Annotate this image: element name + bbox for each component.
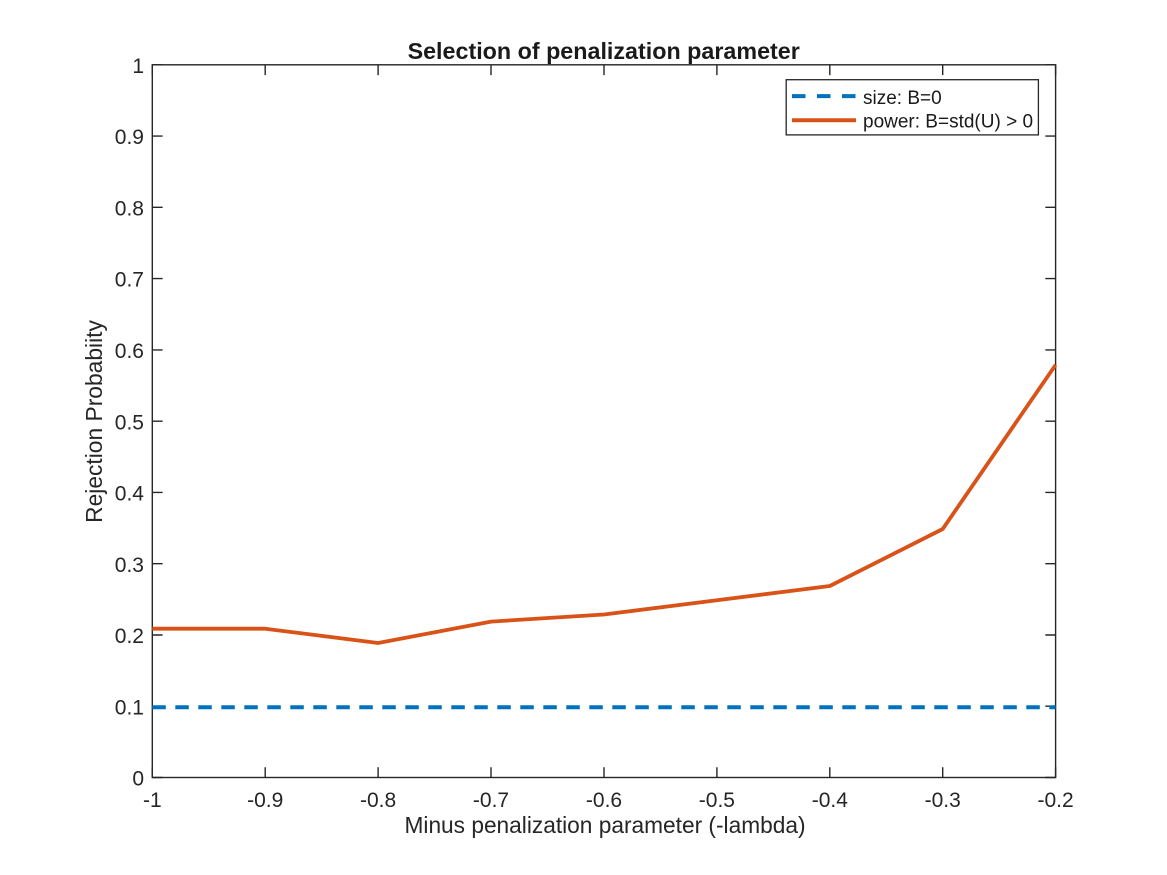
svg-text:1: 1 xyxy=(132,55,144,78)
svg-text:-0.8: -0.8 xyxy=(360,789,396,812)
svg-text:0.3: 0.3 xyxy=(115,554,144,577)
svg-text:-0.9: -0.9 xyxy=(247,789,283,812)
svg-text:Selection of penalization para: Selection of penalization parameter xyxy=(408,38,800,64)
svg-text:0.7: 0.7 xyxy=(115,269,144,292)
svg-text:power: B=std(U) > 0: power: B=std(U) > 0 xyxy=(863,112,1033,133)
svg-text:Rejection Probabiity: Rejection Probabiity xyxy=(81,320,107,523)
svg-text:-0.2: -0.2 xyxy=(1038,789,1074,812)
svg-text:0.9: 0.9 xyxy=(115,126,144,149)
svg-text:-1: -1 xyxy=(143,789,162,812)
svg-text:-0.7: -0.7 xyxy=(473,789,509,812)
svg-text:0.2: 0.2 xyxy=(115,625,144,648)
svg-text:0.4: 0.4 xyxy=(115,483,145,506)
svg-text:0.5: 0.5 xyxy=(115,411,144,434)
svg-text:Minus penalization parameter (: Minus penalization parameter (-lambda) xyxy=(405,812,806,838)
svg-text:0: 0 xyxy=(132,768,144,791)
svg-text:0.6: 0.6 xyxy=(115,340,144,363)
svg-text:-0.5: -0.5 xyxy=(699,789,735,812)
svg-text:-0.6: -0.6 xyxy=(586,789,622,812)
svg-text:0.1: 0.1 xyxy=(115,696,144,719)
svg-text:0.8: 0.8 xyxy=(115,197,144,220)
svg-text:-0.3: -0.3 xyxy=(925,789,961,812)
svg-text:-0.4: -0.4 xyxy=(812,789,849,812)
svg-text:size: B=0: size: B=0 xyxy=(863,88,942,109)
